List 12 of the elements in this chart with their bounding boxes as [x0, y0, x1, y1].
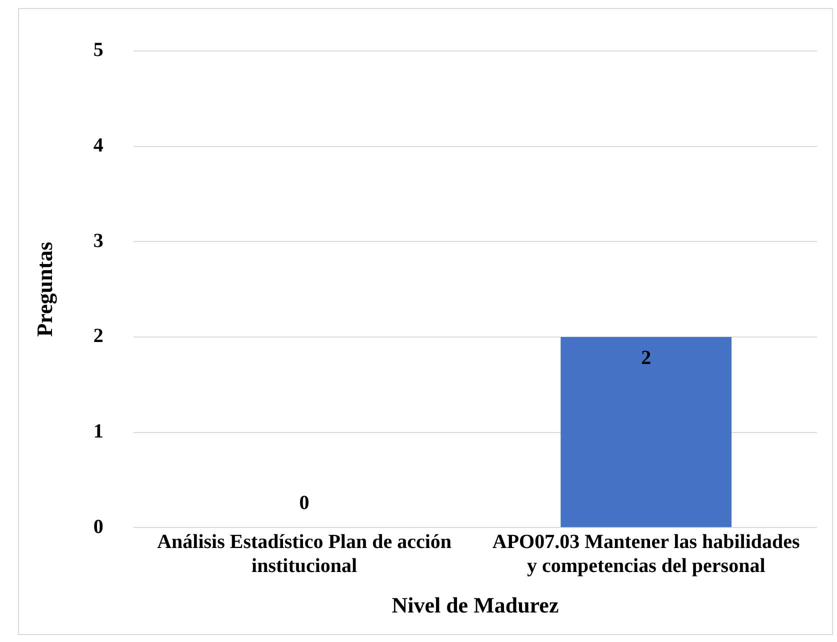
- y-tick-label: 2: [93, 325, 104, 348]
- y-tick-label: 4: [93, 134, 104, 156]
- data-label: 0: [299, 492, 310, 514]
- y-tick-label: 3: [93, 230, 104, 252]
- x-tick-label: APO07.03 Mantener las habilidades y competencias del personal: [492, 530, 800, 577]
- data-label: 2: [641, 347, 652, 370]
- y-tick-label: 0: [93, 516, 104, 538]
- y-tick-label: 1: [93, 420, 104, 442]
- x-axis-title: Nivel de Madurez: [392, 592, 559, 618]
- y-tick-label: 5: [93, 39, 104, 62]
- y-axis-title: Preguntas: [32, 241, 57, 337]
- x-tick-label: Análisis Estadístico Plan de acción institucional: [157, 530, 452, 577]
